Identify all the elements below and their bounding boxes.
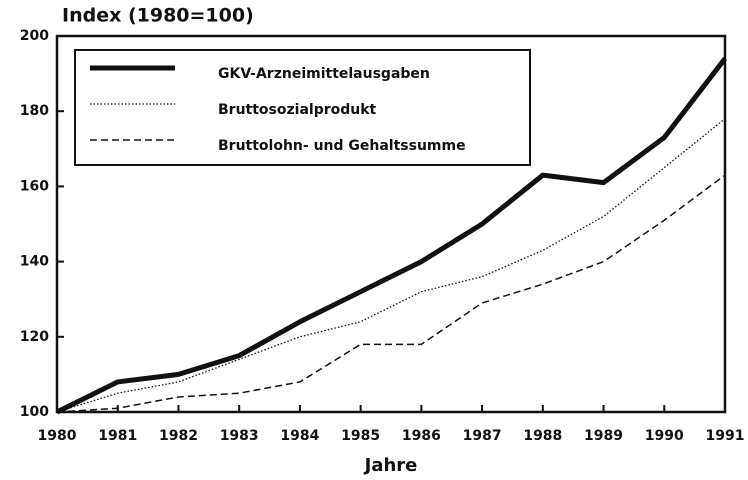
x-axis-label: Jahre xyxy=(363,455,418,476)
y-tick-label: 180 xyxy=(20,103,49,119)
x-tick-label: 1981 xyxy=(98,428,137,444)
y-tick-label: 100 xyxy=(20,404,49,420)
y-tick-label: 200 xyxy=(20,28,49,44)
x-tick-label: 1982 xyxy=(159,428,198,444)
x-tick-label: 1984 xyxy=(280,428,319,444)
x-tick-label: 1985 xyxy=(341,428,380,444)
legend-label: Bruttosozialprodukt xyxy=(218,102,377,118)
x-tick-label: 1991 xyxy=(706,428,745,444)
x-tick-label: 1989 xyxy=(584,428,623,444)
x-tick-label: 1990 xyxy=(645,428,684,444)
legend-label: GKV-Arzneimittelausgaben xyxy=(218,66,430,82)
x-tick-label: 1987 xyxy=(463,428,502,444)
y-tick-label: 140 xyxy=(20,254,49,270)
series-line xyxy=(56,118,726,413)
series-line xyxy=(56,174,726,413)
y-tick-label: 120 xyxy=(20,329,49,345)
x-tick-label: 1986 xyxy=(402,428,441,444)
y-tick-label: 160 xyxy=(20,178,49,194)
x-tick-label: 1983 xyxy=(220,428,259,444)
x-tick-label: 1988 xyxy=(523,428,562,444)
x-tick-label: 1980 xyxy=(38,428,77,444)
legend-label: Bruttolohn- und Gehaltssumme xyxy=(218,138,466,154)
chart-title: Index (1980=100) xyxy=(62,5,254,27)
plot-frame xyxy=(55,34,727,414)
series-line xyxy=(55,57,727,415)
